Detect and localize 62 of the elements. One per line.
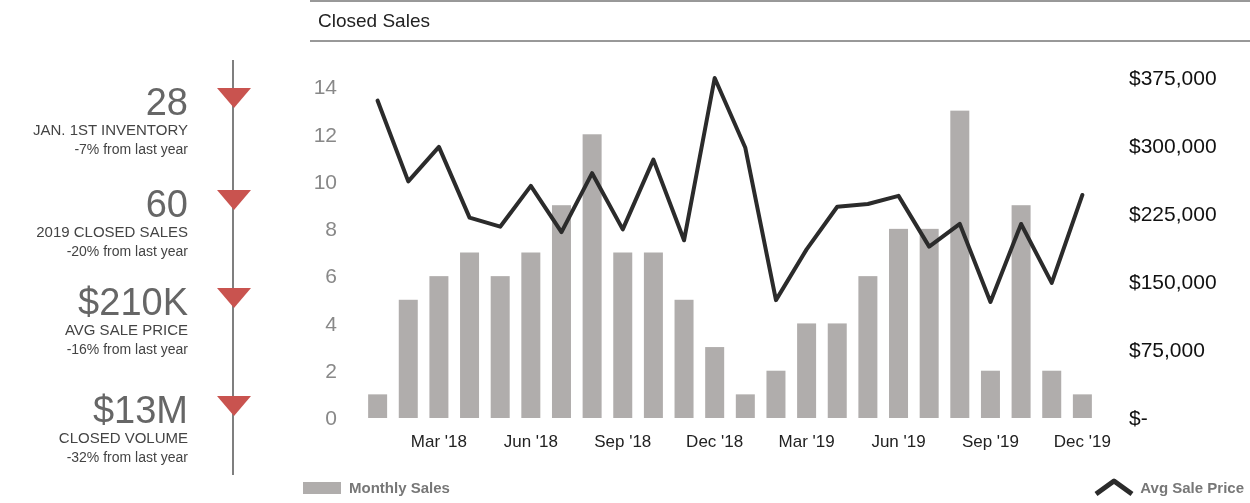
bar <box>613 252 633 418</box>
legend-label: Avg Sale Price <box>1140 479 1244 496</box>
bar <box>766 370 786 418</box>
y2-tick-label: $- <box>1129 406 1148 430</box>
bar <box>889 228 909 418</box>
x-tick-label: Sep '19 <box>961 432 1020 451</box>
y-tick-label: 0 <box>325 406 337 430</box>
y2-tick-label: $300,000 <box>1129 134 1217 158</box>
y-tick-label: 4 <box>325 311 338 335</box>
text: -32% from last year <box>66 449 189 465</box>
bar <box>919 228 939 418</box>
text: JAN. 1ST INVENTORY <box>32 121 188 138</box>
x-tick-label: Jun '18 <box>503 432 558 451</box>
x-tick-label: Mar '19 <box>778 432 835 451</box>
text: -20% from last year <box>66 243 189 259</box>
text: -16% from last year <box>66 341 189 357</box>
text: 28 <box>145 81 188 123</box>
y2-tick-label: $225,000 <box>1129 202 1217 226</box>
legend-label: Monthly Sales <box>349 479 450 496</box>
y-tick-label: 12 <box>313 122 337 146</box>
bar <box>735 394 755 418</box>
x-tick-label: Dec '18 <box>686 432 744 451</box>
text: 2019 CLOSED SALES <box>36 223 188 240</box>
bar <box>950 110 970 418</box>
bar <box>980 370 1000 418</box>
bar <box>827 323 847 418</box>
text: $13M <box>92 389 188 431</box>
bar <box>643 252 663 418</box>
y-tick-label: 8 <box>325 217 337 241</box>
y-tick-label: 2 <box>325 359 337 383</box>
x-tick-label: Jun '19 <box>871 432 926 451</box>
x-tick-label: Dec '19 <box>1053 432 1111 451</box>
bar <box>460 252 480 418</box>
y2-tick-label: $150,000 <box>1129 270 1217 294</box>
bar <box>521 252 541 418</box>
chart-title: Closed Sales <box>318 10 430 31</box>
bar <box>368 394 388 418</box>
text: -7% from last year <box>74 141 189 157</box>
bar <box>490 276 510 418</box>
bar <box>429 276 449 418</box>
x-tick-label: Sep '18 <box>594 432 652 451</box>
bar <box>674 299 694 418</box>
text: $210K <box>78 281 188 323</box>
bar <box>797 323 817 418</box>
bar <box>551 205 571 418</box>
y2-tick-label: $375,000 <box>1129 66 1217 90</box>
bar <box>858 276 878 418</box>
text: AVG SALE PRICE <box>64 321 188 338</box>
y-tick-label: 10 <box>313 169 337 193</box>
bar <box>1072 394 1092 418</box>
text: CLOSED VOLUME <box>58 429 188 446</box>
bar <box>582 134 602 418</box>
y-tick-label: 14 <box>313 75 338 99</box>
x-tick-label: Mar '18 <box>410 432 467 451</box>
bar <box>398 299 418 418</box>
bar <box>705 347 725 418</box>
bar <box>1011 205 1031 418</box>
y2-tick-label: $75,000 <box>1129 338 1205 362</box>
y-tick-label: 6 <box>325 264 337 288</box>
text: 60 <box>145 183 188 225</box>
bar <box>1042 370 1062 418</box>
line-series <box>375 76 1085 304</box>
